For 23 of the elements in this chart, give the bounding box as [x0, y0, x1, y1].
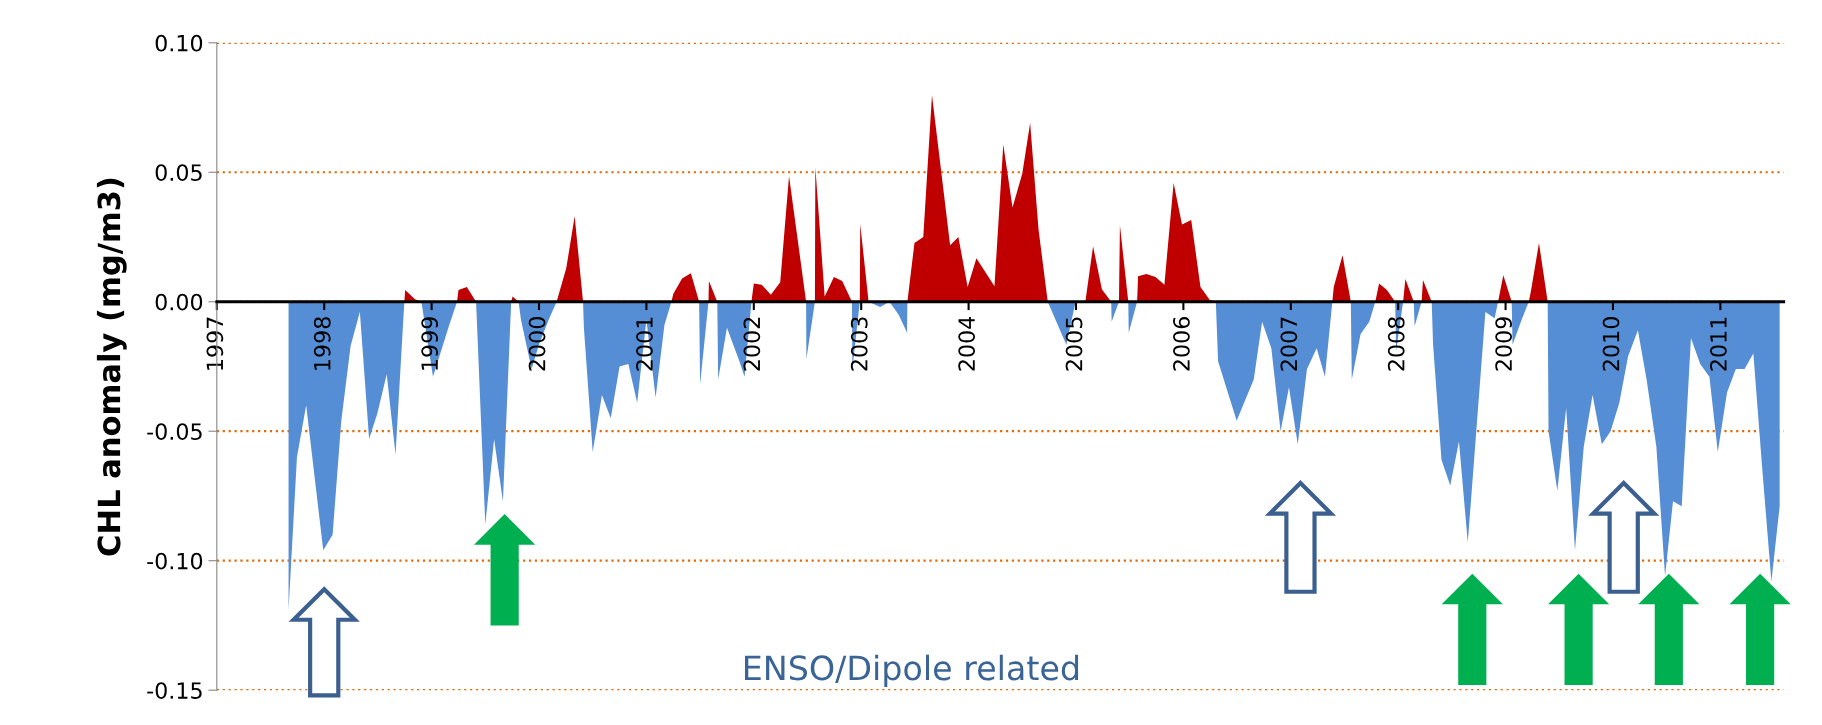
x-tick-label: 2007 — [1280, 317, 1298, 371]
y-tick-label: 0.05 — [155, 164, 202, 182]
x-tick-label: 2002 — [743, 317, 761, 371]
x-tick-label: 2000 — [528, 317, 546, 371]
y-tick-label: 0.10 — [155, 34, 203, 52]
x-tick-label: 2001 — [636, 317, 653, 371]
x-tick-label: 1998 — [313, 317, 331, 370]
y-axis-title: CHL anomaly (mg/m3) — [96, 178, 127, 556]
x-tick-label: 2004 — [958, 316, 976, 371]
x-tick-label: 2011 — [1710, 317, 1727, 371]
x-tick-label: 2010 — [1602, 317, 1620, 371]
y-tick-label: 0.00 — [155, 293, 203, 311]
x-tick-label: 2009 — [1495, 317, 1513, 371]
y-tick-label: -0.15 — [147, 682, 202, 699]
x-tick-label: 2005 — [1065, 317, 1083, 371]
annotation: ENSO/Dipole related — [745, 654, 1079, 687]
x-tick-label: 2006 — [1173, 317, 1190, 371]
y-tick-label: -0.10 — [147, 552, 203, 570]
x-tick-label: 1999 — [421, 317, 439, 370]
x-tick-label: 1997 — [206, 317, 224, 370]
x-tick-label: 2003 — [850, 317, 868, 371]
y-tick-label: -0.05 — [147, 423, 202, 440]
x-tick-label: 2008 — [1387, 317, 1405, 371]
